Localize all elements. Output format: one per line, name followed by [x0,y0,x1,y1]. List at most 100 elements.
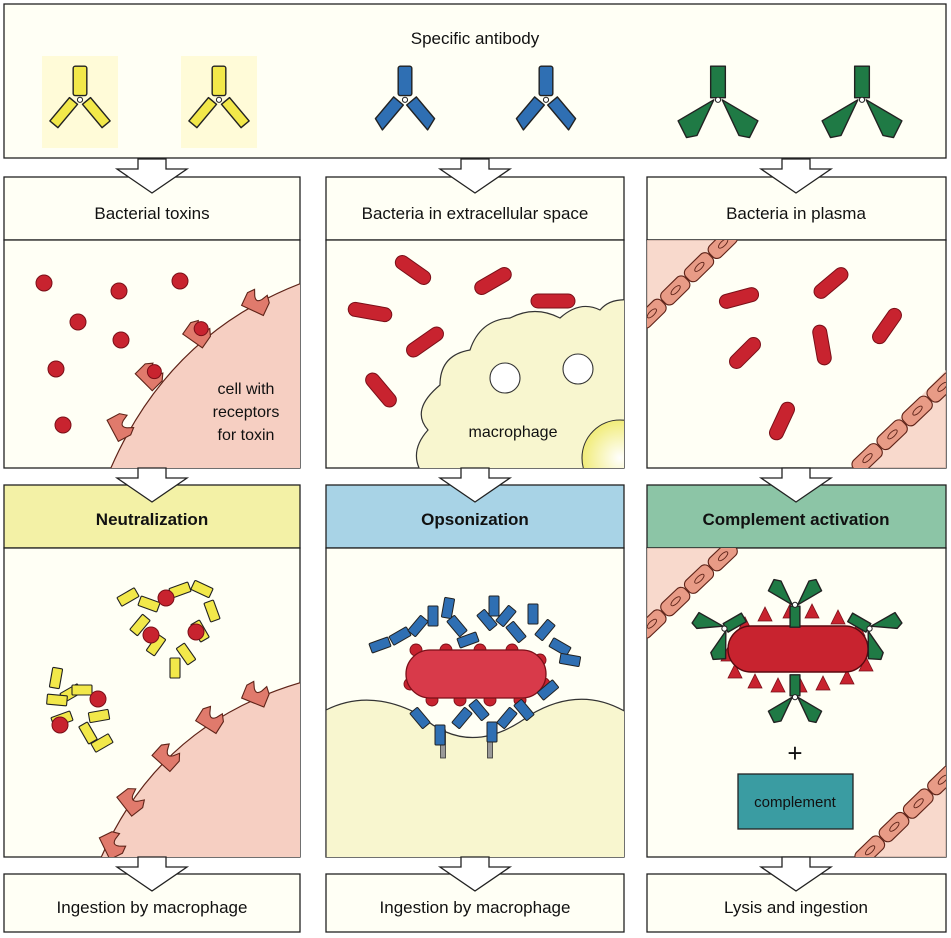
antibody-icon [515,65,577,131]
antibody-arm [821,99,859,139]
specific-antibody-panel: Specific antibody [3,3,947,159]
down-arrow [437,856,513,892]
endothelial-cell [647,609,667,639]
receptor-shape [240,288,270,317]
antibody-segment [78,721,98,745]
bacterium [347,301,393,323]
antibody-arm [546,96,577,131]
down-arrow [114,467,190,503]
outcome-label: Lysis and ingestion [724,898,868,917]
toxin-molecule [69,313,87,331]
antibody-arm [220,96,250,129]
antibody-icon [677,65,759,139]
antibody-segment [537,679,559,701]
antibody-segment [456,631,480,649]
antibody-stem [709,65,727,99]
plus-sign: + [787,738,802,768]
antibody-segment [495,605,517,627]
endothelial-cell [926,371,946,403]
antibody-arm [49,96,79,129]
complement-protein [839,669,855,685]
hinge [858,96,866,103]
down-arrow [114,158,190,194]
antibody-segment [558,652,582,668]
antibody-arm [515,96,546,131]
antibody-icon [49,65,111,129]
hinge [401,96,409,103]
antibody-segment [440,596,456,620]
endothelial-cell [660,586,691,617]
complement-protein [815,675,831,691]
endothelial-cell [854,835,886,857]
bacterium [394,255,432,285]
toxin-receptor [106,413,135,443]
antibody-stem [538,65,554,97]
cell-nucleus [937,381,946,392]
bacterium [727,625,869,673]
endothelial-cell [901,395,933,427]
vessel-wall [647,548,738,639]
hinge [866,625,873,632]
toxin-molecule [157,589,175,607]
down-arrow [758,856,834,892]
antibody-arm [188,96,218,129]
vessel-wall [854,764,946,857]
complement-scene [647,548,946,857]
endothelial-cell [660,275,691,306]
macrophage-nucleus [581,419,624,468]
hinge [721,625,728,632]
endothelial-cell [707,240,738,260]
down-arrow [758,158,834,194]
toxin-molecule [89,690,107,708]
endothelial-cell [683,252,715,283]
mechanism-label: Neutralization [96,510,208,529]
antibody-stem [789,674,801,697]
antibody-stem [853,65,871,99]
down-arrow [437,467,513,503]
antibody-arm [865,99,903,139]
antibody-stem [397,65,413,97]
antibody-arm [405,96,436,131]
endothelial-cell [851,443,883,468]
bacterium [769,401,795,441]
vacuole [562,353,594,385]
antibody-icon [821,65,903,139]
complement-protein [727,663,743,679]
macrophage-label: macrophage [469,424,558,441]
column-opsonization: Bacteria in extracellular space Opsoniza… [325,176,625,933]
cell-nucleus [647,618,658,629]
specific-antibody-title: Specific antibody [411,29,540,48]
outcome-label: Ingestion by macrophage [57,898,248,917]
endothelial-cell [902,788,934,819]
cell-label-line-3: for toxin [218,427,275,444]
antibody-arm [867,630,884,661]
receptor-shape [116,788,146,817]
bound-toxin [193,321,209,337]
cell-nucleus [694,261,705,272]
endothelial-cell [707,548,738,572]
antibody-icon [767,674,823,724]
toxin-receptor [181,319,211,349]
antibody-segment [203,599,221,623]
column-complement-activation: Bacteria in plasma Complement activation… [646,176,947,933]
antibody-stem [722,612,747,633]
antibody-segment [368,636,392,654]
mechanism-label: Opsonization [421,510,529,529]
antibody-stem [847,612,872,633]
opsonization-scene [326,595,624,857]
antibody-segment [46,693,68,707]
toxin-molecule [51,716,69,734]
complement-protein [757,606,773,622]
antibody-arm [797,578,823,606]
bacterium [530,293,576,309]
cell-nucleus [670,285,681,296]
hinge [714,96,722,103]
antibody-arm [767,578,793,606]
antibody-stem [789,605,801,628]
cell-nucleus [913,798,924,809]
receptor-shape [151,743,181,773]
endothelial-cell [647,298,667,329]
bacterium [729,337,761,369]
antibody-segment [496,707,518,729]
